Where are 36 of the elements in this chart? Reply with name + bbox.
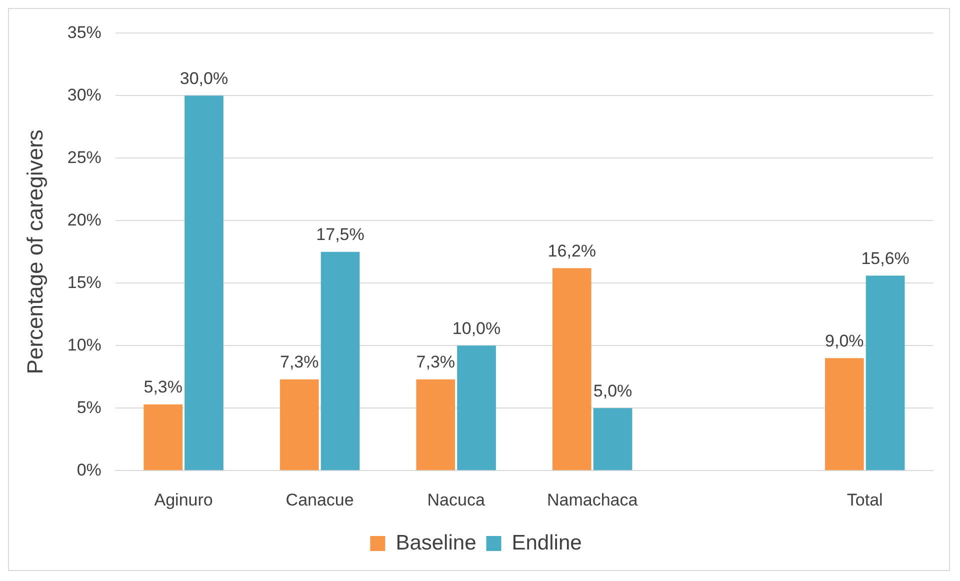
bar bbox=[144, 404, 183, 470]
data-label: 16,2% bbox=[548, 241, 596, 260]
data-label: 5,0% bbox=[593, 381, 632, 400]
data-label: 5,3% bbox=[144, 378, 182, 397]
legend-label: Baseline bbox=[396, 531, 476, 554]
y-tick-label: 25% bbox=[67, 148, 102, 167]
y-tick-label: 5% bbox=[76, 398, 102, 417]
bar bbox=[593, 408, 632, 470]
legend-label: Endline bbox=[512, 531, 582, 554]
bar bbox=[866, 276, 905, 470]
x-tick-label: Namachaca bbox=[546, 490, 638, 510]
bar bbox=[320, 252, 360, 470]
x-tick-label: Aginuro bbox=[154, 490, 213, 510]
bar bbox=[552, 268, 592, 470]
data-label: 30,0% bbox=[180, 68, 228, 88]
y-tick-label: 0% bbox=[76, 460, 102, 480]
data-label: 15,6% bbox=[861, 248, 910, 268]
bar bbox=[184, 96, 224, 470]
data-label: 17,5% bbox=[316, 225, 364, 244]
y-tick-label: 30% bbox=[67, 85, 102, 104]
y-axis-title: Percentage of caregivers bbox=[22, 130, 48, 374]
y-tick-label: 10% bbox=[67, 335, 102, 354]
y-tick-label: 15% bbox=[67, 272, 102, 292]
data-label: 7,3% bbox=[280, 352, 319, 372]
bar bbox=[825, 358, 864, 470]
x-tick-label: Total bbox=[846, 490, 883, 510]
y-tick-label: 20% bbox=[67, 210, 102, 230]
y-tick-label: 35% bbox=[67, 22, 102, 42]
data-label: 10,0% bbox=[452, 318, 501, 338]
bar bbox=[457, 346, 496, 470]
x-tick-label: Nacuca bbox=[427, 490, 486, 510]
data-label: 9,0% bbox=[825, 331, 864, 350]
data-label: 7,3% bbox=[416, 352, 456, 372]
x-tick-label: Canacue bbox=[286, 490, 354, 510]
bar bbox=[280, 379, 319, 470]
bar bbox=[416, 379, 456, 470]
